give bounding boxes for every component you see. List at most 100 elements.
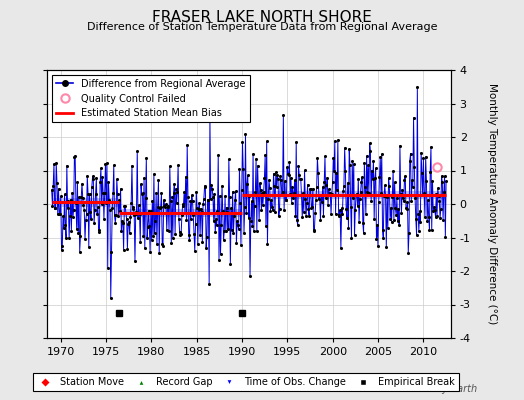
Point <box>340 183 348 190</box>
Point <box>322 194 330 201</box>
Point <box>386 215 394 222</box>
Point <box>341 168 350 174</box>
Point <box>110 162 118 168</box>
Point <box>98 174 106 180</box>
Point <box>80 207 89 213</box>
Point <box>414 211 422 217</box>
Point <box>380 193 388 200</box>
Point <box>302 212 310 219</box>
Point <box>163 204 172 210</box>
Point <box>258 190 266 196</box>
Point <box>399 197 408 204</box>
Point <box>337 245 345 252</box>
Point <box>124 220 133 227</box>
Point <box>436 206 445 213</box>
Point <box>144 224 152 230</box>
Point <box>412 216 420 222</box>
Point <box>178 212 186 218</box>
Point <box>48 202 57 209</box>
Point <box>420 190 428 196</box>
Point <box>249 151 257 157</box>
Point <box>291 212 300 219</box>
Point <box>314 170 322 177</box>
Point <box>385 182 394 189</box>
Point <box>442 178 450 184</box>
Point <box>176 229 184 235</box>
Point <box>205 281 213 288</box>
Point <box>441 234 450 240</box>
Point <box>377 190 385 196</box>
Point <box>303 200 311 206</box>
Point <box>319 184 327 190</box>
Point <box>339 188 347 194</box>
Point <box>388 193 397 200</box>
Point <box>210 191 219 197</box>
Point <box>211 229 220 236</box>
Point <box>320 179 329 185</box>
Point <box>231 197 239 204</box>
Point <box>173 189 181 196</box>
Point <box>192 188 201 195</box>
Point <box>177 230 185 237</box>
Point <box>50 205 59 212</box>
Point <box>255 216 264 223</box>
Point <box>354 176 363 182</box>
Point <box>268 204 276 210</box>
Point <box>109 190 117 196</box>
Point <box>373 222 381 228</box>
Point <box>158 241 167 247</box>
Legend: Station Move, Record Gap, Time of Obs. Change, Empirical Break: Station Move, Record Gap, Time of Obs. C… <box>34 373 459 391</box>
Point <box>351 207 359 213</box>
Legend: Difference from Regional Average, Quality Control Failed, Estimated Station Mean: Difference from Regional Average, Qualit… <box>52 75 249 122</box>
Point <box>305 212 313 219</box>
Point <box>403 199 412 205</box>
Point <box>132 208 140 215</box>
Point <box>266 185 274 191</box>
Point <box>389 168 397 174</box>
Point <box>247 218 255 224</box>
Point <box>221 193 229 199</box>
Point <box>168 193 176 200</box>
Point <box>398 186 407 193</box>
Point <box>239 166 247 172</box>
Point <box>407 198 416 204</box>
Point <box>209 194 217 200</box>
Point <box>111 212 119 218</box>
Point <box>81 236 89 243</box>
Point <box>201 183 210 190</box>
Point <box>186 198 194 204</box>
Point <box>359 230 368 237</box>
Point <box>181 173 190 180</box>
Point <box>349 195 357 201</box>
Point <box>52 160 60 166</box>
Point <box>430 204 438 210</box>
Point <box>136 239 145 246</box>
Point <box>169 190 178 196</box>
Point <box>188 198 196 204</box>
Point <box>351 232 359 238</box>
Point <box>265 177 273 183</box>
Point <box>188 192 196 198</box>
Point <box>213 222 221 228</box>
Point <box>237 187 246 193</box>
Point <box>172 200 181 206</box>
Point <box>244 215 253 222</box>
Point <box>329 155 337 162</box>
Point <box>326 189 334 196</box>
Point <box>193 204 201 211</box>
Point <box>66 213 74 219</box>
Point <box>346 162 354 168</box>
Point <box>118 220 127 226</box>
Point <box>191 248 199 254</box>
Point <box>241 130 249 137</box>
Point <box>250 203 259 209</box>
Point <box>324 202 332 208</box>
Point <box>372 236 380 242</box>
Point <box>222 228 230 234</box>
Point <box>271 169 280 176</box>
Point <box>334 137 342 143</box>
Point <box>257 207 266 213</box>
Text: Berkeley Earth: Berkeley Earth <box>405 384 477 394</box>
Point <box>90 220 99 227</box>
Point <box>367 198 375 204</box>
